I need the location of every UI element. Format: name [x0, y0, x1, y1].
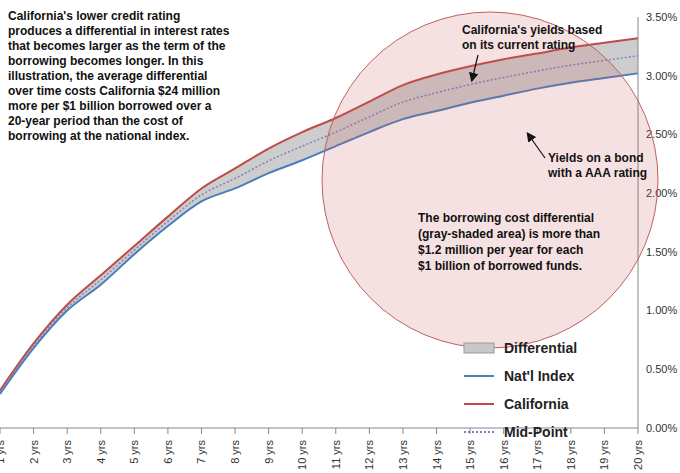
svg-text:2 yrs: 2 yrs [28, 440, 40, 464]
svg-text:2.00%: 2.00% [646, 187, 672, 199]
svg-text:0.50%: 0.50% [646, 363, 672, 375]
svg-text:16 yrs: 16 yrs [498, 440, 510, 470]
svg-text:4 yrs: 4 yrs [95, 440, 107, 464]
svg-text:3.50%: 3.50% [646, 11, 672, 23]
svg-text:18 yrs: 18 yrs [565, 440, 577, 470]
svg-text:6 yrs: 6 yrs [162, 440, 174, 464]
svg-text:California's yields basedon it: California's yields basedon its current … [462, 23, 602, 52]
svg-text:1.00%: 1.00% [646, 304, 672, 316]
svg-text:13 yrs: 13 yrs [397, 440, 409, 470]
svg-text:3.00%: 3.00% [646, 70, 672, 82]
svg-text:11 yrs: 11 yrs [330, 440, 342, 470]
svg-text:17 yrs: 17 yrs [531, 440, 543, 470]
svg-text:7 yrs: 7 yrs [195, 440, 207, 464]
svg-text:5 yrs: 5 yrs [128, 440, 140, 464]
svg-text:3 yrs: 3 yrs [61, 440, 73, 464]
svg-text:12 yrs: 12 yrs [363, 440, 375, 470]
svg-text:0.00%: 0.00% [646, 422, 672, 434]
svg-text:10 yrs: 10 yrs [296, 440, 308, 470]
svg-text:California's lower credit rati: California's lower credit ratingproduces… [8, 9, 230, 143]
svg-text:The borrowing cost differentia: The borrowing cost differential(gray-sha… [418, 211, 600, 273]
svg-text:9 yrs: 9 yrs [263, 440, 275, 464]
svg-text:20 yrs: 20 yrs [632, 440, 644, 470]
svg-text:14 yrs: 14 yrs [431, 440, 443, 470]
svg-text:Yields on a bondwith a AAA rat: Yields on a bondwith a AAA rating [547, 151, 647, 180]
svg-text:15 yrs: 15 yrs [464, 440, 476, 470]
svg-text:2.50%: 2.50% [646, 128, 672, 140]
svg-text:19 yrs: 19 yrs [598, 440, 610, 470]
svg-text:8 yrs: 8 yrs [229, 440, 241, 464]
svg-text:1.50%: 1.50% [646, 246, 672, 258]
